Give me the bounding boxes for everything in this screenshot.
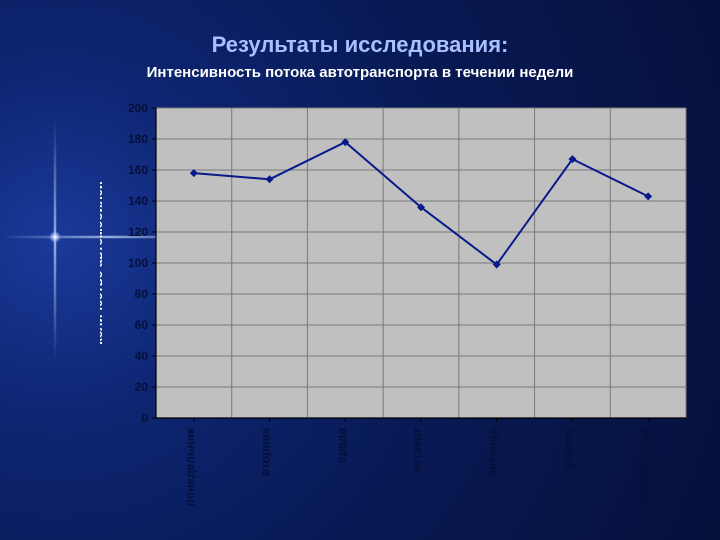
y-tick-label: 80 [135,287,149,301]
y-tick-label: 180 [128,132,148,146]
y-tick-label: 0 [141,411,148,425]
y-axis-label: количество автомобилей [100,181,105,345]
y-tick-label: 160 [128,163,148,177]
x-tick-label: пятница [486,428,500,477]
line-chart: 0 20 40 60 80 100 120 140 160 180 200 понедельник вт… [100,100,700,530]
y-tick-label: 40 [135,349,149,363]
y-tick-label: 60 [135,318,149,332]
lens-flare-core [49,231,61,243]
y-tick-label: 120 [128,225,148,239]
x-tick-label: среда [334,428,348,463]
x-tick-label: воскресенье [637,428,651,504]
chart-container: 0 20 40 60 80 100 120 140 160 180 200 понедельник вт… [100,100,700,530]
y-tick-label: 140 [128,194,148,208]
x-tick-label: вторник [259,427,273,476]
x-tick-label: понедельник [183,427,197,506]
x-tick-label: четверг [410,428,424,474]
slide-title: Результаты исследования: [0,32,720,58]
slide: Результаты исследования: Интенсивность п… [0,0,720,540]
y-tick-label: 20 [135,380,149,394]
y-tick-label: 200 [128,101,148,115]
y-tick-label: 100 [128,256,148,270]
x-tick-label: суббота [561,428,575,476]
slide-subtitle: Интенсивность потока автотранспорта в те… [0,64,720,81]
